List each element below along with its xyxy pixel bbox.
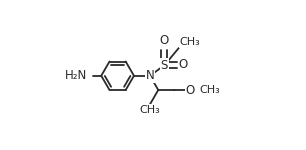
Text: O: O (186, 84, 195, 96)
Text: CH₃: CH₃ (180, 37, 200, 47)
Text: H₂N: H₂N (65, 69, 87, 82)
Text: S: S (161, 59, 168, 72)
Text: CH₃: CH₃ (199, 85, 220, 95)
Text: N: N (146, 69, 154, 82)
Text: O: O (179, 58, 188, 71)
Text: CH₃: CH₃ (140, 105, 160, 115)
Text: O: O (160, 33, 169, 46)
